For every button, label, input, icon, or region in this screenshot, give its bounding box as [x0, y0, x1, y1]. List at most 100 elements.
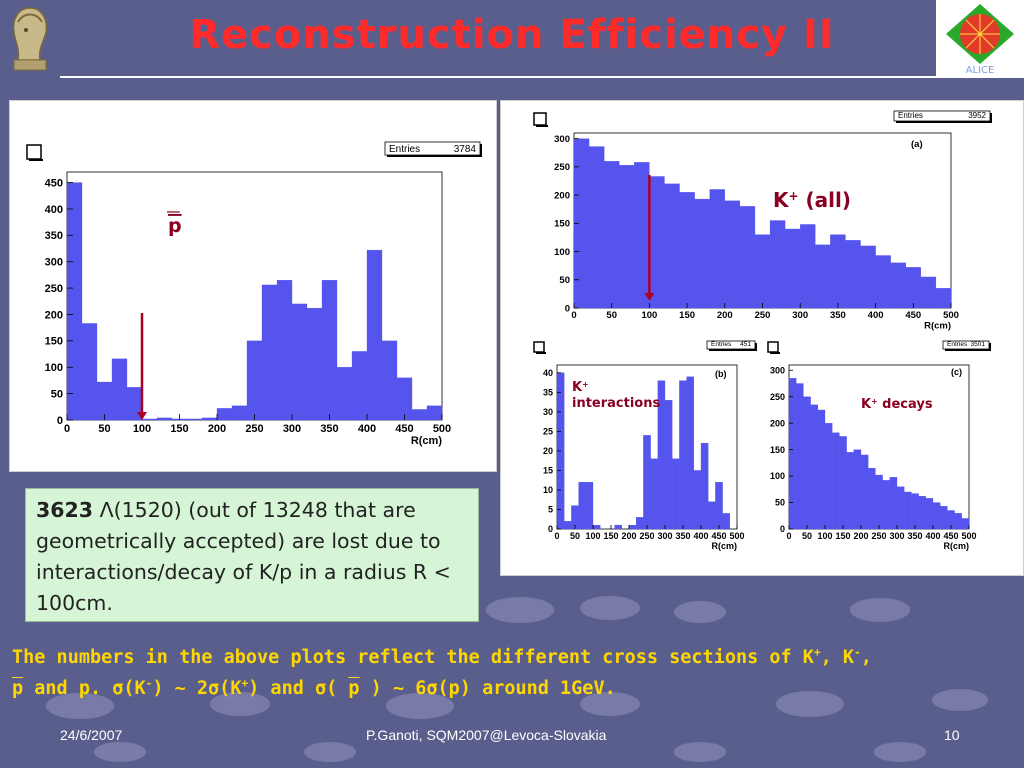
x-tick-label: 450	[905, 310, 921, 321]
histogram-bar	[686, 376, 694, 530]
histogram-bar	[724, 200, 741, 309]
histogram-bar	[672, 458, 680, 530]
particle-annotation: K+ decays	[861, 397, 933, 413]
histogram-bar	[261, 284, 278, 421]
x-tick-label: 350	[907, 531, 922, 541]
entries-box-frame	[942, 340, 990, 350]
histogram-bar	[860, 454, 869, 530]
chart-pbar: Entries 3784 0 50 100 150 200 250 300 350 400 450 50…	[26, 141, 482, 447]
footer-author: P.Ganoti, SQM2007@Levoca-Slovakia	[366, 727, 607, 743]
histogram-bar	[411, 409, 428, 421]
corner-box-shadow	[29, 159, 43, 161]
histogram-bar	[940, 506, 948, 530]
histogram-bar	[709, 189, 725, 309]
corner-box	[533, 112, 547, 126]
entries-box: Entries 451	[706, 340, 757, 351]
histogram-bar	[186, 418, 203, 421]
lost-lambda-note: 3623 Λ(1520) (out of 13248 that are geom…	[25, 488, 479, 622]
footer-date: 24/6/2007	[60, 727, 123, 743]
histogram-bar	[868, 468, 876, 530]
y-tick-label: 250	[45, 283, 63, 295]
bars	[788, 378, 970, 530]
x-tick-label: 250	[245, 423, 263, 435]
histogram-bar	[754, 234, 771, 309]
entries-value: 3784	[454, 144, 477, 155]
x-tick-label: 0	[786, 531, 791, 541]
particle-annotation-line2: interactions	[572, 396, 660, 411]
y-tick-label: 35	[543, 387, 553, 397]
y-tick-label: 450	[45, 177, 63, 189]
y-tick-label: 100	[770, 471, 785, 481]
y-tick-label: 200	[45, 309, 63, 321]
histogram-bar	[896, 486, 905, 530]
histogram-bar	[111, 358, 128, 421]
histogram-bar	[846, 452, 854, 530]
panel-label: (b)	[715, 369, 727, 379]
histogram-bar	[708, 501, 716, 530]
histogram-bar	[66, 182, 83, 421]
histogram-bar	[905, 267, 921, 309]
y-tick-label: 5	[548, 505, 553, 515]
histogram-bar	[722, 513, 730, 530]
x-tick-label: 0	[554, 531, 559, 541]
histogram-bar	[961, 518, 970, 530]
histogram-bar	[954, 512, 962, 530]
y-tick-label: 200	[554, 190, 570, 201]
entries-box-frame	[893, 110, 991, 122]
y-tick-label: 50	[775, 498, 785, 508]
x-tick-label: 300	[889, 531, 904, 541]
lost-description: Λ(1520) (out of 13248 that are geometric…	[36, 498, 451, 615]
histogram-bar	[614, 524, 622, 530]
entries-value: 3501	[971, 341, 986, 348]
x-tick-label: 50	[606, 310, 617, 321]
x-tick-label: 200	[717, 310, 733, 321]
entries-box-frame	[384, 141, 481, 156]
histogram-bar	[904, 491, 912, 530]
x-tick-label: 50	[98, 423, 110, 435]
histogram-bar	[231, 405, 248, 421]
histogram-bar	[643, 435, 651, 530]
alice-logo-text: ALICE	[966, 65, 995, 76]
x-tick-label: 300	[283, 423, 301, 435]
x-axis-label: R(cm)	[411, 435, 443, 447]
x-tick-label: 300	[792, 310, 808, 321]
x-tick-label: 300	[657, 531, 672, 541]
histogram-bar	[815, 244, 831, 309]
x-tick-label: 400	[693, 531, 708, 541]
histogram-bar	[803, 396, 811, 530]
x-tick-label: 150	[835, 531, 850, 541]
x-tick-label: 100	[585, 531, 600, 541]
particle-annotation: K+	[572, 380, 589, 396]
histogram-bar	[141, 418, 158, 421]
histogram-bar	[664, 183, 680, 309]
histogram-bar	[817, 409, 826, 530]
histogram-bar	[845, 240, 861, 309]
x-tick-label: 400	[358, 423, 376, 435]
histogram-bar	[911, 493, 919, 530]
histogram-bar	[739, 206, 756, 309]
histogram-bar	[81, 323, 98, 421]
lost-count: 3623	[36, 498, 94, 522]
histogram-bar	[634, 162, 650, 309]
histogram-bar	[396, 377, 413, 421]
histogram-bar	[932, 502, 941, 530]
panel-label: (a)	[911, 139, 923, 150]
footer-page-number: 10	[944, 727, 960, 743]
y-tick-label: 20	[543, 446, 553, 456]
histogram-bar	[769, 220, 786, 309]
x-tick-label: 350	[830, 310, 846, 321]
histogram-bar	[700, 442, 709, 530]
histogram-bar	[604, 161, 620, 309]
x-tick-label: 450	[711, 531, 726, 541]
x-axis-label: R(cm)	[943, 541, 969, 551]
corner-box	[533, 341, 545, 353]
histogram-bar	[564, 521, 572, 530]
cut-arrow-head	[644, 293, 655, 301]
slide-title: Reconstruction Efficiency II	[189, 12, 835, 58]
y-tick-label: 50	[51, 388, 63, 400]
x-axis-label: R(cm)	[711, 541, 737, 551]
particle-annotation: K+ (all)	[773, 188, 851, 212]
